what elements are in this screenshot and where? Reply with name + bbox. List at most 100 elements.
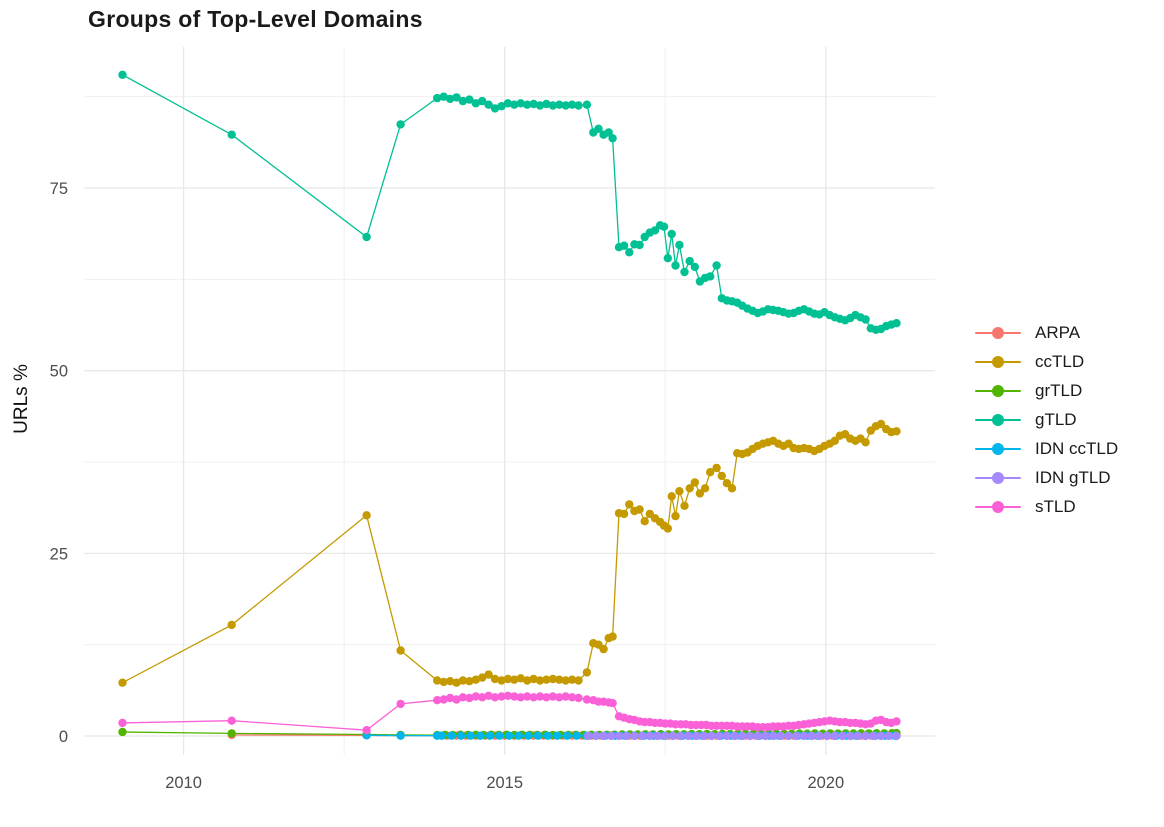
series-point-stld [433,696,442,705]
series-point-stld [535,692,545,701]
series-point-idn-gtld [807,731,816,741]
series-point-cctld [227,620,236,630]
series-point-cctld [445,677,455,686]
series-point-stld [452,695,461,704]
series-point-stld [542,693,551,702]
series-point-idn-cctld [437,731,446,740]
x-tick-label: 2020 [807,774,844,792]
series-point-idn-gtld [884,731,893,741]
series-point-idn-gtld [869,731,878,741]
legend-key-dot-icon [992,500,1004,513]
series-point-idn-gtld [699,731,708,741]
series-point-stld [555,693,564,702]
series-point-gtld [594,124,603,133]
series-point-cctld [478,673,487,682]
series-point-idn-cctld [447,731,456,740]
series-point-cctld [510,675,519,684]
chart-title: Groups of Top-Level Domains [88,6,423,32]
series-point-idn-cctld [396,731,405,740]
series-point-cctld [695,489,705,498]
legend-key-swatch [975,382,1021,400]
series-point-cctld [529,674,538,684]
series-point-cctld [625,500,634,509]
y-tick-label: 0 [59,728,68,746]
series-point-gtld [465,95,474,104]
series-point-gtld [227,130,236,139]
series-point-idn-gtld [776,731,786,741]
legend-entry-stld: sTLD [975,492,1118,521]
y-tick-label: 25 [50,545,68,563]
series-point-idn-cctld [524,731,533,740]
series-point-stld [396,699,405,709]
series-point-gtld [458,96,468,106]
series-point-cctld [574,676,583,685]
series-point-cctld [542,675,551,684]
legend-key-dot-icon [992,355,1004,368]
legend-key-swatch [975,324,1021,342]
series-point-cctld [690,478,699,487]
series-point-stld [892,717,901,726]
legend-label: IDN ccTLD [1035,438,1119,458]
legend-key-dot-icon [992,442,1004,455]
series-point-stld [582,695,592,704]
legend-key-dot-icon [992,471,1004,484]
series-point-cctld [396,646,405,655]
series-point-idn-cctld [533,731,543,740]
series-point-idn-gtld [607,731,616,741]
series-point-cctld [471,675,480,684]
series-point-idn-cctld [456,731,466,740]
series-point-idn-gtld [645,731,654,741]
series-point-gtld [671,261,680,270]
series-point-idn-gtld [753,731,762,741]
series-point-idn-gtld [668,731,678,741]
series-point-stld [227,716,236,725]
series-point-idn-cctld [495,731,504,740]
series-point-cctld [567,675,577,684]
series-point-cctld [484,670,493,679]
series-point-gtld [685,256,694,266]
series-point-idn-gtld [676,731,685,741]
y-axis-title: URLs % [11,364,32,434]
series-point-idn-gtld [738,731,747,741]
series-point-gtld [433,93,442,103]
series-point-cctld [876,419,886,429]
series-point-stld [503,691,513,700]
series-point-cctld [663,524,672,533]
series-point-gtld [892,319,901,328]
series-point-idn-gtld [815,731,824,741]
series-point-idn-gtld [730,731,739,741]
legend-key-dot-icon [992,413,1004,426]
series-point-stld [510,692,519,701]
series-point-cctld [685,484,694,493]
legend-key-dot-icon [992,384,1004,397]
series-point-stld [439,695,448,704]
legend-key-swatch [975,440,1021,458]
series-point-gtld [535,101,545,110]
series-point-stld [529,693,538,702]
series-point-cctld [490,674,500,684]
series-point-idn-cctld [553,731,562,740]
series-point-gtld [663,254,672,263]
series-point-idn-gtld [838,731,847,741]
series-point-idn-cctld [505,731,514,740]
legend-key-dot-icon [992,326,1004,339]
series-point-gtld [567,100,577,109]
series-line-gtld [122,74,897,331]
legend-label: sTLD [1035,496,1076,516]
series-point-idn-gtld [599,731,608,741]
legend-label: gTLD [1035,409,1077,429]
series-point-gtld [542,99,551,109]
series-point-idn-gtld [745,731,755,741]
series-point-cctld [712,463,721,473]
series-point-grtld [118,727,127,737]
series-point-gtld [497,102,506,111]
series-point-cctld [523,676,532,685]
series-point-idn-gtld [853,731,863,741]
legend-label: IDN gTLD [1035,467,1111,487]
legend-entry-arpa: ARPA [975,318,1118,347]
series-point-cctld [892,427,901,436]
series-point-idn-cctld [485,731,495,740]
series-point-cctld [503,674,513,684]
legend-entry-cctld: ccTLD [975,347,1118,376]
series-point-stld [561,692,570,701]
